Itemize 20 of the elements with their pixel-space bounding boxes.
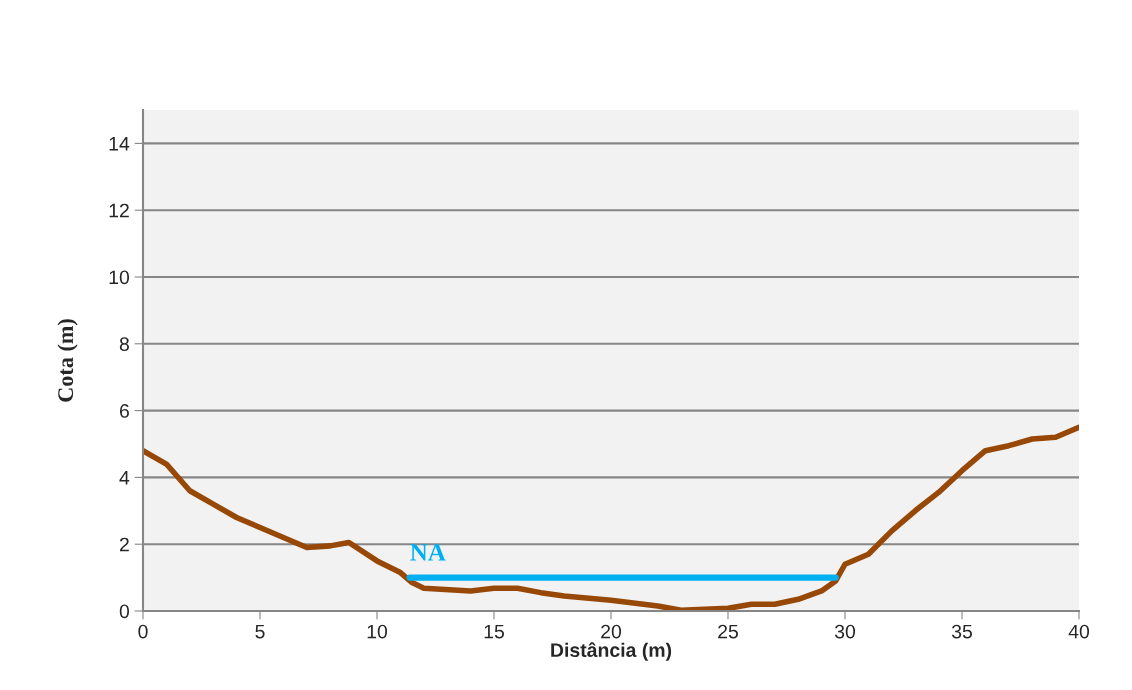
y-tick-label: 10 (109, 270, 130, 285)
x-tick-label: 30 (834, 624, 856, 639)
x-tick-label: 20 (601, 624, 622, 639)
y-tick-label: 8 (119, 337, 129, 352)
y-tick-label: 14 (109, 137, 130, 151)
x-tick-label: 10 (367, 624, 388, 639)
x-tick-label: 15 (484, 624, 504, 639)
x-tick-label: 0 (138, 624, 148, 639)
y-axis-title: Cota (m) (57, 319, 78, 402)
y-tick-label: 2 (119, 537, 129, 552)
series-label: NA (410, 544, 446, 561)
x-tick-label: 35 (951, 624, 972, 639)
x-tick-label: 40 (1068, 624, 1090, 639)
x-tick-label: 25 (718, 624, 738, 639)
y-tick-label: 6 (119, 404, 129, 418)
x-tick-label: 5 (255, 624, 265, 639)
x-axis-title: Distância (m) (551, 642, 672, 661)
y-tick-label: 0 (119, 604, 130, 619)
y-tick-label: 4 (119, 471, 130, 485)
y-tick-label: 12 (109, 203, 129, 218)
